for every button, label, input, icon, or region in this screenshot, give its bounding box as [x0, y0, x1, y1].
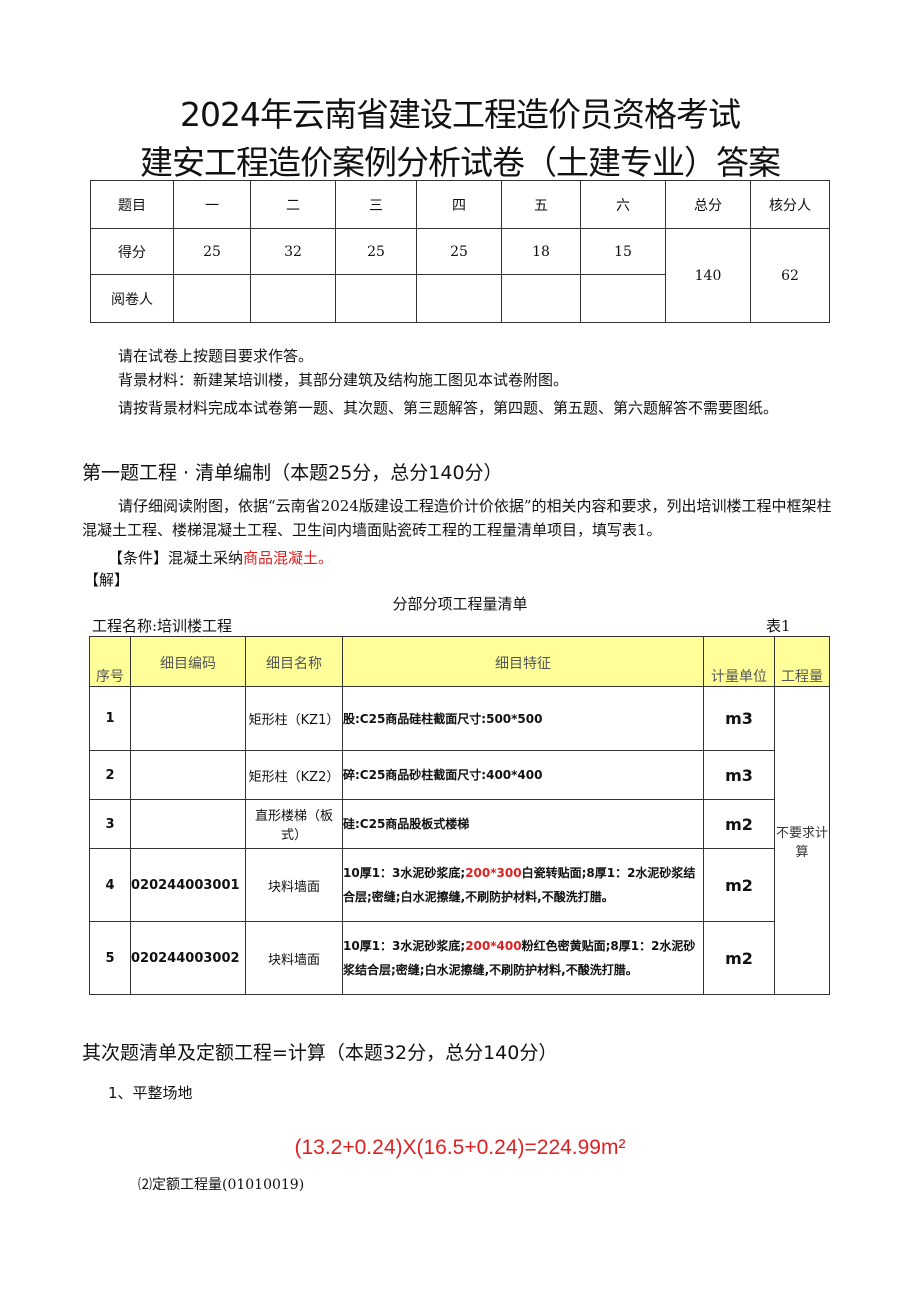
cell: m3 [703, 686, 775, 751]
cell: 硅:C25商品股板式楼梯 [342, 799, 704, 849]
cell: 25 [173, 228, 251, 275]
score-table: 题目 一 二 三 四 五 六 总分 核分人 得分 25 32 25 25 18 … [90, 180, 830, 323]
cell [416, 274, 502, 323]
solution-label: 【解】 [84, 571, 130, 589]
bill-table: 序号 细目编码 细目名称 细目特征 计量单位 工程量 1 矩形柱（KZ1） 股:C2… [89, 636, 830, 995]
cell: 4 [89, 848, 131, 922]
cell: 直形楼梯（板式） [245, 799, 343, 849]
cell: 一 [173, 180, 251, 229]
title-line1: 2024年云南省建设工程造价员资格考试 [180, 95, 741, 134]
cell: 矩形柱（KZ1） [245, 686, 343, 751]
condition-red: 商品混凝土。 [243, 549, 334, 567]
q1-heading: 第一题工程 · 清单编制（本题25分，总分140分） [82, 462, 503, 484]
cell: 总分 [665, 180, 751, 229]
header-cell: 细目特征 [342, 636, 704, 687]
cell: m3 [703, 750, 775, 800]
quantity-note: 不要求计算 [774, 686, 830, 995]
cell: 块料墙面 [245, 921, 343, 995]
intro-line: 请在试卷上按题目要求作答。 [118, 347, 314, 365]
cell: 2 [89, 750, 131, 800]
cell [130, 750, 246, 800]
feature-red: 200*400 [465, 939, 522, 953]
cell: 碎:C25商品砂柱截面尺寸:400*400 [342, 750, 704, 800]
cell: 核分人 [750, 180, 830, 229]
feature-text: 碎:C25商品砂柱截面尺寸:400*400 [343, 768, 543, 782]
cell [335, 274, 417, 323]
cell: 矩形柱（KZ2） [245, 750, 343, 800]
feature-text: 粉红色密黄贴面;8厚1：2水泥砂浆结合层;密缝;白水泥擦缝,不刷防护材料,不酸洗… [343, 939, 696, 977]
feature-red: 200*300 [465, 866, 522, 880]
cell [250, 274, 336, 323]
table-row: 1 矩形柱（KZ1） 股:C25商品硅柱截面尺寸:500*500 m3 不要求计算 [89, 686, 830, 995]
cell: 10厚1：3水泥砂浆底;200*300白瓷转贴面;8厚1：2水泥砂浆结合层;密缝… [342, 848, 704, 922]
table-row: 2 矩形柱（KZ2） 碎:C25商品砂柱截面尺寸:400*400 m3 [89, 750, 830, 800]
q2-heading: 其次题清单及定额工程=计算（本题32分，总分140分） [82, 1042, 558, 1064]
q1-condition: 【条件】混凝土采纳商品混凝土。 [108, 546, 848, 570]
cell: 五 [501, 180, 581, 229]
header-cell: 序号 [89, 636, 131, 687]
header-cell: 细目编码 [130, 636, 246, 687]
cell: 六 [580, 180, 666, 229]
q2-sub2: ⑵定额工程量(01010019) [138, 1177, 305, 1193]
total-cell: 140 [665, 228, 751, 323]
cell: 阅卷人 [90, 274, 174, 323]
cell: m2 [703, 799, 775, 849]
title-line2: 建安工程造价案例分析试卷（土建专业）答案 [140, 143, 781, 182]
table-row: 5 020244003002 块料墙面 10厚1：3水泥砂浆底;200*400粉红色密… [89, 921, 830, 995]
cell [580, 274, 666, 323]
feature-text: 硅:C25商品股板式楼梯 [343, 817, 470, 831]
feature-text: 10厚1：3水泥砂浆底; [343, 939, 466, 953]
cell: 股:C25商品硅柱截面尺寸:500*500 [342, 686, 704, 751]
cell: 25 [416, 228, 502, 275]
cell: 18 [501, 228, 581, 275]
feature-text: 白瓷转贴面;8厚1：2水泥砂浆结合层;密缝;白水泥擦缝,不刷防护材料,不酸洗打腊… [343, 866, 696, 904]
feature-text: 10厚1：3水泥砂浆底; [343, 866, 466, 880]
cell: 5 [89, 921, 131, 995]
table-title: 分部分项工程量清单 [392, 595, 528, 613]
header-cell: 细目名称 [245, 636, 343, 687]
table-row: 3 直形楼梯（板式） 硅:C25商品股板式楼梯 m2 [89, 799, 830, 849]
cell: 020244003002 [130, 921, 246, 995]
q1-text: 请仔细阅读附图，依据“云南省2024版建设工程造价计价依据”的相关内容和要求，列… [82, 497, 832, 539]
cell: 10厚1：3水泥砂浆底;200*400粉红色密黄贴面;8厚1：2水泥砂浆结合层;… [342, 921, 704, 995]
cell: 二 [250, 180, 336, 229]
header-cell: 计量单位 [703, 636, 775, 687]
cell [130, 686, 246, 751]
q2-item1: 1、平整场地 [108, 1084, 193, 1102]
header-cell: 工程量 [774, 636, 830, 687]
cell: 题目 [90, 180, 174, 229]
intro-line: 背景材料：新建某培训楼，其部分建筑及结构施工图见本试卷附图。 [118, 371, 569, 389]
checker-cell: 62 [750, 228, 830, 323]
q2-formula: (13.2+0.24)X(16.5+0.24)=224.99m² [294, 1136, 626, 1159]
cell: 块料墙面 [245, 848, 343, 922]
cell [501, 274, 581, 323]
cell: 三 [335, 180, 417, 229]
intro-line: 请按背景材料完成本试卷第一题、其次题、第三题解答，第四题、第五题、第六题解答不需… [118, 399, 779, 417]
cell: m2 [703, 848, 775, 922]
cell: 得分 [90, 228, 174, 275]
feature-text: 股:C25商品硅柱截面尺寸:500*500 [343, 711, 543, 726]
cell: m2 [703, 921, 775, 995]
cell: 3 [89, 799, 131, 849]
cell: 四 [416, 180, 502, 229]
cell [130, 799, 246, 849]
project-name: 工程名称:培训楼工程 [92, 617, 233, 635]
cell: 020244003001 [130, 848, 246, 922]
cell: 1 [89, 686, 131, 751]
condition-text: 【条件】混凝土采纳 [108, 549, 244, 567]
cell: 25 [335, 228, 417, 275]
table-row: 4 020244003001 块料墙面 10厚1：3水泥砂浆底;200*300白瓷转贴… [89, 848, 830, 922]
cell: 15 [580, 228, 666, 275]
cell: 32 [250, 228, 336, 275]
table-number: 表1 [766, 617, 791, 635]
cell [173, 274, 251, 323]
